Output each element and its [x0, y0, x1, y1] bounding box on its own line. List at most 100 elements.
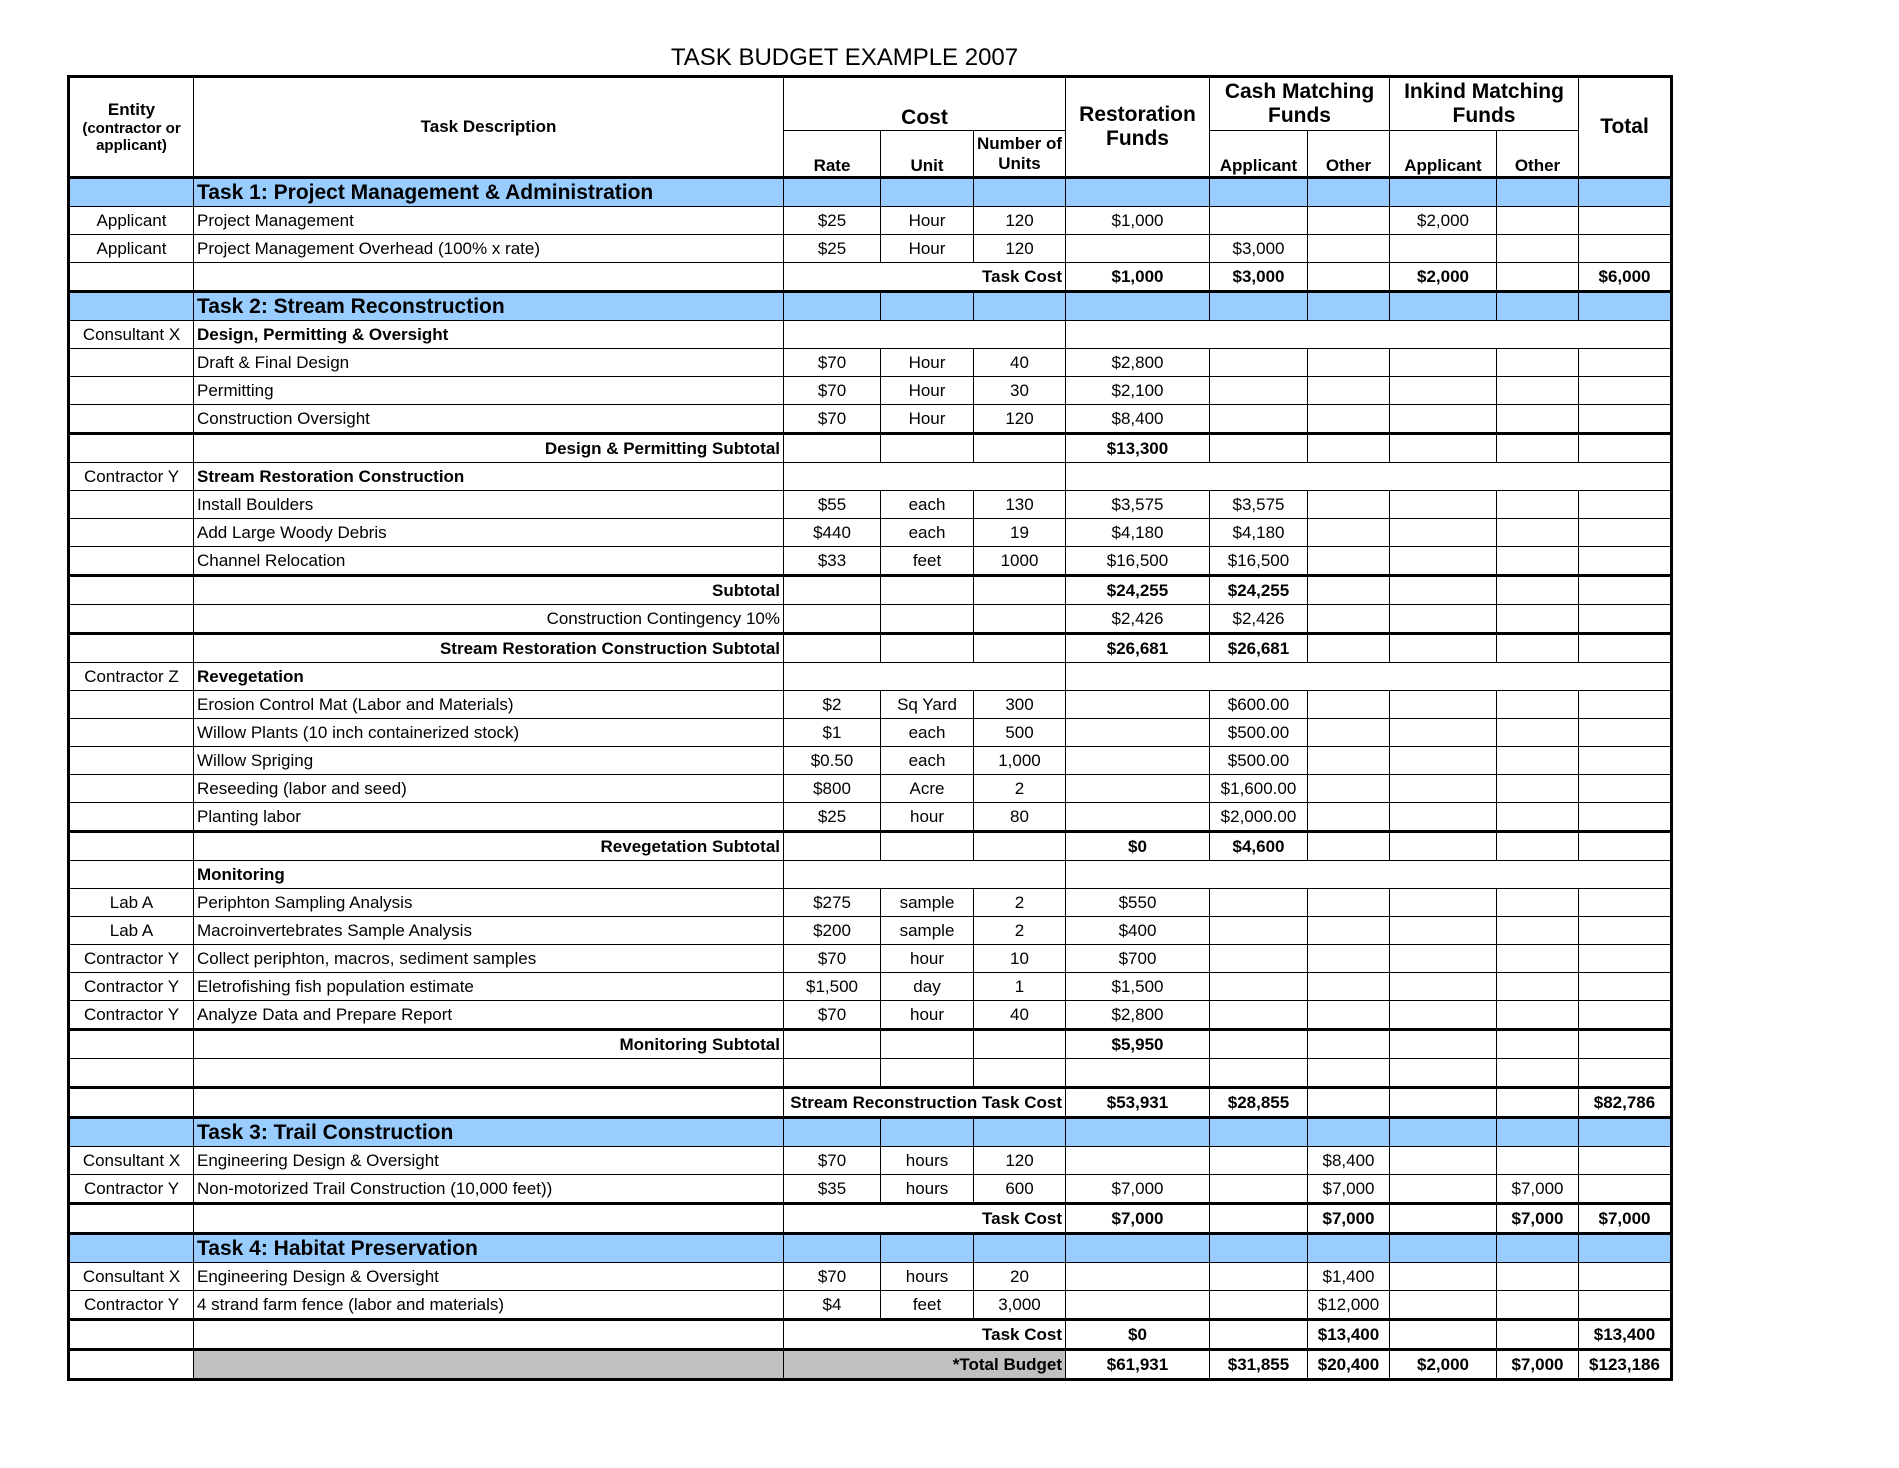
value-cell	[1065, 1058, 1210, 1088]
value-cell: hours	[880, 1146, 974, 1175]
table-row: Contractor Y Eletrofishing fish populatio…	[68, 972, 1672, 1001]
table-row: Draft & Final Design $70 Hour 40 $2,800	[68, 348, 1672, 377]
value-cell	[1389, 1086, 1497, 1118]
value-cell	[1496, 348, 1579, 377]
value-cell: $123,186	[1578, 1348, 1672, 1380]
description-cell: Monitoring	[193, 860, 784, 889]
value-cell: $2,426	[1209, 604, 1308, 634]
table-row: Consultant X Design, Permitting & Oversig…	[68, 320, 1672, 349]
entity-cell	[68, 546, 194, 576]
value-cell: $2,000	[1389, 262, 1497, 292]
value-cell: 10	[973, 944, 1066, 973]
value-cell	[1209, 1290, 1308, 1320]
value-cell: $26,681	[1065, 632, 1210, 663]
header-cell: Other	[1496, 130, 1579, 178]
value-cell: Task Cost	[783, 1318, 1066, 1350]
value-cell	[1389, 916, 1497, 945]
value-cell	[1496, 490, 1579, 519]
value-cell	[1578, 404, 1672, 434]
value-cell: Task Cost	[783, 262, 1066, 292]
value-cell	[1209, 972, 1308, 1001]
value-cell	[1209, 916, 1308, 945]
value-cell	[1209, 290, 1308, 321]
value-cell: $2,000.00	[1209, 802, 1308, 832]
value-cell	[1578, 1174, 1672, 1204]
value-cell	[1307, 376, 1390, 405]
description-cell: Project Management	[193, 206, 784, 235]
value-cell	[1307, 1086, 1390, 1118]
value-cell: $82,786	[1578, 1086, 1672, 1118]
value-cell	[1307, 802, 1390, 832]
table-row	[68, 1058, 1672, 1088]
value-cell: $2,100	[1065, 376, 1210, 405]
value-cell: $13,400	[1307, 1318, 1390, 1350]
table-row: Willow Spriging $0.50 each 1,000 $500.00	[68, 746, 1672, 775]
description-cell: Analyze Data and Prepare Report	[193, 1000, 784, 1030]
value-cell	[1065, 1146, 1210, 1175]
value-cell	[1578, 604, 1672, 634]
description-cell	[193, 1058, 784, 1088]
value-cell	[1389, 1174, 1497, 1204]
table-row: Contractor Y Analyze Data and Prepare Rep…	[68, 1000, 1672, 1030]
value-cell: Hour	[880, 234, 974, 263]
value-cell	[783, 574, 881, 605]
value-cell	[973, 1116, 1066, 1147]
value-cell	[1578, 1146, 1672, 1175]
value-cell: 1,000	[973, 746, 1066, 775]
value-cell	[1389, 972, 1497, 1001]
entity-cell	[68, 1202, 194, 1234]
table-row: Design & Permitting Subtotal $13,300	[68, 432, 1672, 463]
value-cell	[783, 1116, 881, 1147]
value-cell	[973, 1028, 1066, 1059]
entity-cell	[68, 718, 194, 747]
value-cell	[1578, 1000, 1672, 1030]
entity-cell	[68, 262, 194, 292]
value-cell: each	[880, 746, 974, 775]
value-cell	[1307, 1028, 1390, 1059]
value-cell: each	[880, 518, 974, 547]
value-cell	[880, 432, 974, 463]
value-cell	[1496, 774, 1579, 803]
value-cell: $70	[783, 348, 881, 377]
value-cell: 19	[973, 518, 1066, 547]
value-cell	[1496, 1318, 1579, 1350]
table-row: Contractor Y Stream Restoration Construct…	[68, 462, 1672, 491]
value-cell	[1496, 574, 1579, 605]
entity-cell	[68, 1348, 194, 1380]
value-cell	[1496, 916, 1579, 945]
value-cell: 3,000	[973, 1290, 1066, 1320]
entity-cell	[68, 574, 194, 605]
value-cell: $440	[783, 518, 881, 547]
value-cell: $25	[783, 802, 881, 832]
description-cell: Subtotal	[193, 574, 784, 605]
header-cell: Applicant	[1209, 130, 1308, 178]
entity-cell: Consultant X	[68, 1146, 194, 1175]
table-row: Applicant Project Management $25 Hour 120 $1,…	[68, 206, 1672, 235]
value-cell	[1389, 546, 1497, 576]
entity-cell: Contractor Y	[68, 944, 194, 973]
table-row: *Total Budget $61,931 $31,855 $20,400 $2,000…	[68, 1348, 1672, 1380]
value-cell	[1065, 462, 1672, 491]
value-cell	[973, 176, 1066, 207]
table-row: Task Cost $1,000 $3,000 $2,000 $6,000	[68, 262, 1672, 292]
value-cell	[973, 574, 1066, 605]
table-row: Add Large Woody Debris $440 each 19 $4,180 $4…	[68, 518, 1672, 547]
value-cell: $2,000	[1389, 206, 1497, 235]
value-cell	[1496, 1058, 1579, 1088]
value-cell	[880, 830, 974, 861]
value-cell	[1307, 916, 1390, 945]
value-cell: $7,000	[1496, 1202, 1579, 1234]
value-cell: $500.00	[1209, 718, 1308, 747]
entity-cell: Lab A	[68, 916, 194, 945]
value-cell: $2,000	[1389, 1348, 1497, 1380]
value-cell: $20,400	[1307, 1348, 1390, 1380]
value-cell	[783, 1058, 881, 1088]
entity-cell: Applicant	[68, 234, 194, 263]
value-cell: $70	[783, 944, 881, 973]
value-cell: $70	[783, 404, 881, 434]
value-cell: $7,000	[1307, 1202, 1390, 1234]
description-cell: Task 3: Trail Construction	[193, 1116, 784, 1147]
value-cell: $3,575	[1065, 490, 1210, 519]
entity-cell	[68, 348, 194, 377]
value-cell	[783, 176, 881, 207]
